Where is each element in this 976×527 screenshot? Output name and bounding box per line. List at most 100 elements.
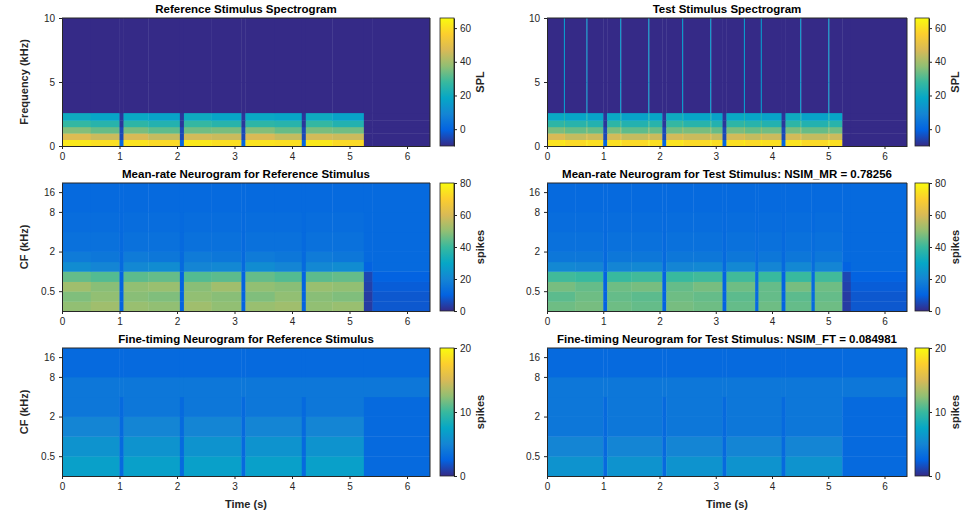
panel: 01234560.52816Fine-timing Neurogram for … — [18, 333, 431, 510]
cell — [801, 127, 828, 134]
cell — [575, 291, 604, 302]
tick-mark — [544, 18, 547, 19]
cell — [683, 82, 710, 113]
cell — [62, 232, 91, 252]
cell — [829, 133, 842, 140]
axis-line — [929, 19, 930, 147]
cell — [786, 183, 812, 212]
cell — [666, 140, 682, 146]
cell — [829, 120, 842, 127]
tick-label: 5 — [534, 77, 540, 88]
tick-mark — [407, 476, 408, 479]
cell — [364, 252, 373, 263]
cell — [662, 262, 666, 272]
cell — [842, 436, 907, 456]
tick: 20 — [929, 274, 947, 285]
cell — [306, 127, 333, 134]
tick-mark — [59, 291, 62, 292]
tick: 2 — [657, 311, 663, 327]
cell — [723, 120, 727, 127]
cell — [588, 127, 604, 134]
cell — [842, 456, 907, 476]
panel: 01234560.52816Fine-timing Neurogram for … — [526, 333, 907, 510]
tick: 60 — [929, 210, 947, 221]
tick-mark — [660, 476, 661, 479]
cell — [631, 301, 662, 311]
cell — [755, 291, 759, 302]
tick-mark — [177, 476, 178, 479]
cell — [726, 183, 755, 212]
tick-label: 0 — [545, 151, 551, 162]
tick-label: 6 — [882, 151, 888, 162]
cell — [786, 291, 812, 302]
cell — [124, 18, 149, 82]
axis-line — [548, 146, 908, 147]
cell — [723, 301, 727, 311]
tick: 4 — [770, 476, 776, 492]
cell — [631, 282, 662, 292]
cell — [755, 232, 759, 252]
cell — [62, 262, 91, 272]
cell — [649, 113, 662, 121]
cell — [786, 18, 801, 82]
cell — [332, 271, 364, 282]
tick-label: 40 — [460, 242, 472, 253]
cell — [120, 252, 124, 263]
cell — [565, 82, 587, 113]
cell — [759, 262, 782, 272]
tick-label: 0 — [460, 306, 466, 317]
cell — [124, 212, 149, 232]
cell — [575, 212, 604, 232]
cell — [723, 377, 727, 397]
cell — [603, 348, 607, 377]
cell — [184, 456, 242, 476]
cell — [62, 252, 91, 263]
tick-mark — [407, 311, 408, 314]
tick-label: 5 — [826, 481, 832, 492]
cell — [245, 113, 275, 121]
frame — [547, 348, 907, 349]
cell — [212, 113, 242, 121]
axis: 0.52816 — [526, 184, 547, 312]
cell — [603, 120, 607, 127]
tick: 5 — [826, 146, 832, 162]
tick-label: 16 — [529, 187, 541, 198]
cell — [723, 456, 727, 476]
tick-label: 0.5 — [526, 286, 540, 297]
axis-line — [547, 19, 548, 147]
cell — [575, 252, 604, 263]
cell — [148, 120, 180, 127]
cell — [373, 18, 431, 82]
cell — [662, 18, 666, 82]
panel: 01234560510Test Stimulus Spectrogram — [529, 3, 908, 162]
tick-mark — [544, 357, 547, 358]
cell — [91, 113, 120, 121]
colorbar: 01020spikes — [915, 343, 961, 482]
cell — [212, 183, 242, 212]
colorbar: 0204060SPL — [440, 18, 486, 147]
cell — [693, 291, 723, 302]
cell — [364, 183, 373, 212]
cell — [786, 82, 801, 113]
cell — [180, 212, 184, 232]
cell — [302, 282, 306, 292]
tick-mark — [772, 311, 773, 314]
cell — [373, 127, 431, 134]
cell — [91, 282, 120, 292]
cell — [332, 82, 364, 113]
cell — [364, 140, 373, 146]
tick: 80 — [929, 178, 947, 189]
tick-label: 3 — [232, 151, 238, 162]
cell — [184, 377, 242, 397]
cell — [124, 417, 181, 437]
cell — [842, 232, 851, 252]
cell — [726, 377, 782, 397]
cell — [184, 397, 242, 417]
cell — [723, 417, 727, 437]
frame — [62, 183, 430, 184]
tick: 6 — [882, 476, 888, 492]
cell — [711, 127, 723, 134]
tick-label: 4 — [770, 316, 776, 327]
cell — [575, 232, 604, 252]
cell — [302, 348, 306, 377]
